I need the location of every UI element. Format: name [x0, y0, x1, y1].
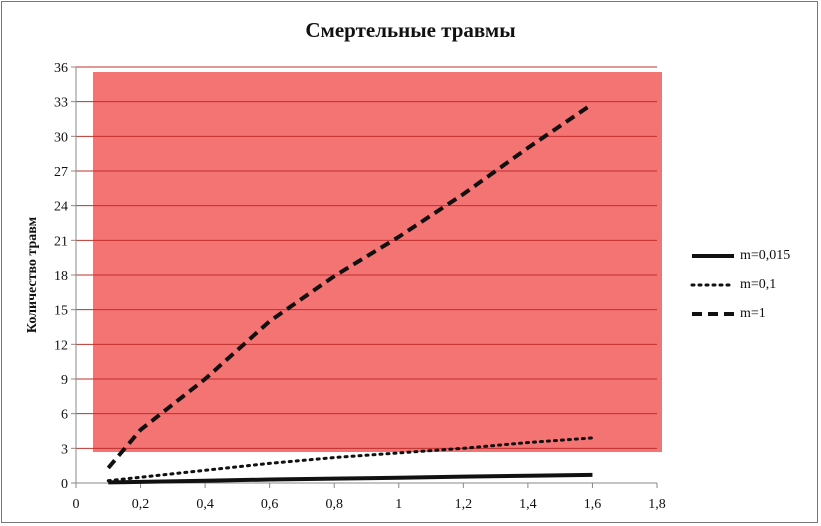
y-tick-label: 6: [61, 408, 68, 423]
x-tick-label: 0,4: [196, 497, 214, 512]
y-tick-label: 12: [54, 338, 68, 353]
y-tick-label: 3: [61, 442, 68, 457]
legend-swatch: [692, 254, 734, 258]
legend-item: m=0,015: [690, 248, 790, 264]
series-line-1: [106, 436, 594, 483]
x-tick-label: 1,4: [519, 497, 537, 512]
legend-swatch: [692, 312, 734, 316]
x-tick-label: 1,2: [455, 497, 473, 512]
x-tick-label: 0,8: [325, 497, 343, 512]
chart-title: Смертельные травмы: [305, 18, 516, 42]
legend-label: m=0,015: [740, 248, 791, 263]
legend-swatch: [690, 283, 736, 287]
y-tick-label: 27: [54, 165, 68, 180]
x-tick-label: 0,2: [132, 497, 150, 512]
x-tick-label: 1,8: [648, 497, 666, 512]
legend-item: m=0,1: [690, 277, 776, 293]
x-tick-label: 0,6: [261, 497, 279, 512]
legend-label: m=0,1: [740, 277, 777, 292]
y-tick-label: 15: [54, 304, 68, 319]
series-line-0: [108, 472, 593, 485]
legend-item: m=1: [690, 306, 766, 322]
y-tick-label: 24: [54, 200, 68, 215]
series-line-2: [106, 102, 594, 470]
legend-label: m=1: [740, 306, 766, 321]
x-tick-label: 1,6: [584, 497, 602, 512]
y-tick-label: 18: [54, 269, 68, 284]
y-tick-label: 36: [54, 61, 68, 76]
y-tick-label: 0: [61, 477, 68, 492]
y-tick-label: 9: [61, 373, 68, 388]
y-tick-label: 30: [54, 130, 68, 145]
x-tick-label: 1: [395, 497, 402, 512]
y-tick-label: 33: [54, 96, 68, 111]
plot-background: [93, 72, 662, 452]
x-tick-label: 0: [73, 497, 80, 512]
y-tick-label: 21: [54, 234, 68, 249]
